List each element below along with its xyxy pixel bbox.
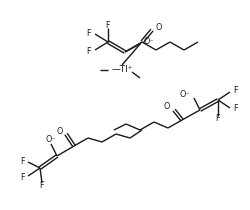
Text: O⁻: O⁻ [46, 135, 56, 144]
Text: F: F [20, 156, 25, 165]
Text: F: F [232, 105, 236, 113]
Text: F: F [86, 29, 91, 38]
Text: F: F [105, 21, 110, 29]
Text: F: F [20, 173, 25, 182]
Text: F: F [232, 87, 236, 96]
Text: F: F [215, 114, 219, 123]
Text: O: O [163, 102, 169, 112]
Text: O⁻: O⁻ [179, 91, 189, 100]
Text: O: O [56, 126, 63, 135]
Text: —Tl⁺: —Tl⁺ [111, 66, 132, 75]
Text: F: F [40, 181, 44, 190]
Text: O⁻: O⁻ [144, 38, 154, 46]
Text: O: O [156, 24, 162, 33]
Text: F: F [86, 46, 91, 55]
